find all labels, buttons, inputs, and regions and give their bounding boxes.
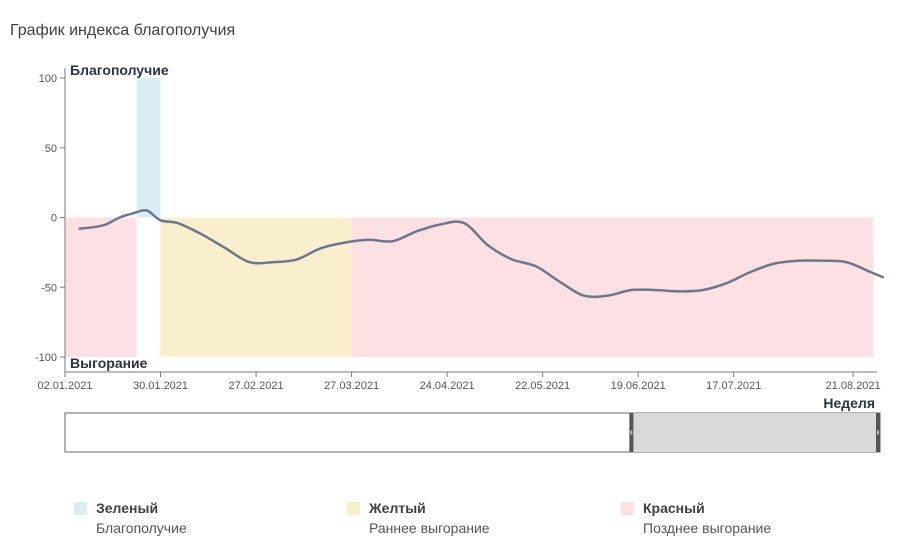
zone-bands (65, 78, 874, 357)
axes: 100 50 0 -50 -100 02.01.2021 30.01.2021 27.02.2… (35, 68, 881, 392)
range-navigator (64, 412, 881, 453)
bottom-label: Выгорание (70, 355, 148, 371)
x-tick-label: 17.07.2021 (706, 380, 761, 392)
y-tick-label: 100 (39, 73, 57, 85)
series-layer (78, 209, 885, 299)
x-tick-label: 27.02.2021 (229, 380, 284, 392)
legend-desc: Благополучие (96, 520, 187, 536)
x-axis-label: Неделя (823, 395, 875, 411)
y-tick-label: 0 (51, 213, 57, 225)
x-tick-label: 24.04.2021 (420, 380, 475, 392)
band-red (351, 217, 874, 357)
legend-desc: Позднее выгорание (643, 520, 772, 536)
x-tick-label: 19.06.2021 (611, 380, 666, 392)
chart-title: График индекса благополучия (10, 22, 236, 39)
band-yellow (160, 217, 352, 357)
legend-name: Зеленый (96, 500, 159, 516)
navigator-selection[interactable] (629, 413, 880, 452)
legend-swatch-yellow (347, 502, 360, 515)
legend-swatch-green (74, 502, 87, 515)
x-tick-label: 30.01.2021 (133, 380, 188, 392)
series-line (78, 209, 885, 299)
legend-name: Красный (643, 500, 705, 516)
x-tick-label: 21.08.2021 (826, 380, 881, 392)
x-tick-label: 02.01.2021 (37, 380, 92, 392)
top-label: Благополучие (70, 62, 169, 78)
y-tick-label: 50 (45, 143, 57, 155)
band-red (65, 217, 137, 357)
handle-grip-icon (630, 430, 633, 435)
band-green (136, 78, 161, 218)
x-tick-label: 22.05.2021 (515, 380, 570, 392)
x-tick-label: 27.03.2021 (324, 380, 379, 392)
legend-swatch-red (621, 502, 634, 515)
handle-grip-icon (877, 430, 879, 435)
wellbeing-chart: 100 50 0 -50 -100 02.01.2021 30.01.2021 27.02.2… (35, 62, 885, 453)
y-tick-label: -100 (35, 352, 57, 364)
legend-name: Желтый (369, 500, 426, 516)
legend-desc: Раннее выгорание (369, 520, 490, 536)
y-tick-label: -50 (41, 282, 57, 294)
axis-labels: Благополучие Выгорание Неделя (70, 62, 875, 411)
